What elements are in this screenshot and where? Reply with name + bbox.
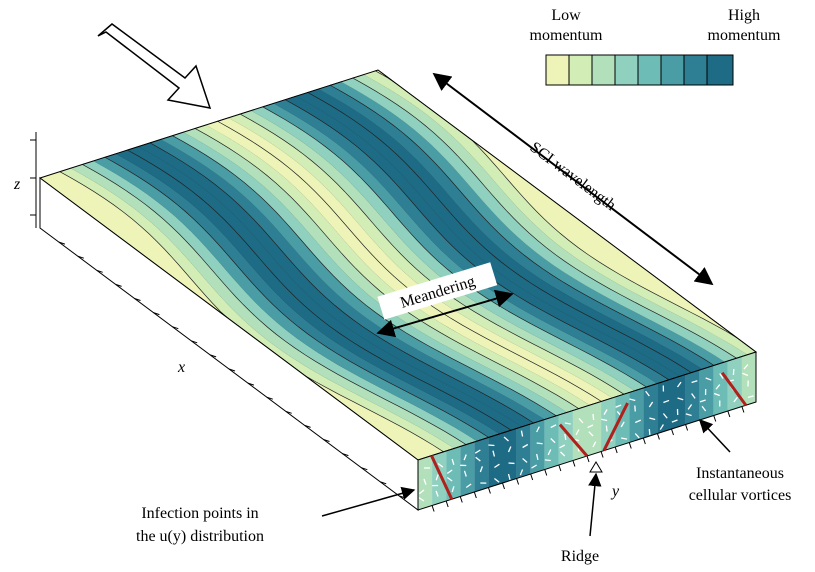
y-tick xyxy=(559,465,561,471)
vortex-arrow xyxy=(488,445,494,446)
diagram: z x y Low momentum High momentum SCI wav… xyxy=(0,0,815,572)
y-tick xyxy=(573,461,575,467)
z-axis xyxy=(30,132,36,228)
y-label: y xyxy=(610,483,620,500)
y-tick xyxy=(742,407,744,413)
vortices-label: Instantaneous xyxy=(696,465,784,482)
y-tick xyxy=(714,416,716,422)
surface xyxy=(40,70,756,510)
vortex-arrow xyxy=(565,434,566,440)
y-tick xyxy=(545,470,547,476)
y-tick xyxy=(460,497,462,503)
inflection-label: Infection points in xyxy=(141,505,258,522)
colorbar-low: momentum xyxy=(530,27,603,44)
y-tick xyxy=(643,438,645,444)
vortex-arrow xyxy=(537,443,543,444)
vortex-band xyxy=(531,420,545,475)
vortex-arrow xyxy=(593,414,594,420)
y-tick xyxy=(474,492,476,498)
y-tick xyxy=(432,506,434,512)
inflection-arrow xyxy=(322,490,414,516)
vortex-band xyxy=(714,361,728,416)
vortex-arrow xyxy=(606,426,607,432)
y-tick xyxy=(446,501,448,507)
vortices-label: cellular vortices xyxy=(689,487,792,504)
inflection-label: the u(y) distribution xyxy=(136,528,264,545)
y-tick xyxy=(601,452,603,458)
colorbar xyxy=(546,55,733,85)
vortex-band xyxy=(474,438,488,493)
ridge-label: Ridge xyxy=(561,548,599,565)
y-tick xyxy=(629,443,631,449)
vortex-band xyxy=(517,424,531,479)
colorbar-low: Low xyxy=(551,7,581,24)
y-tick xyxy=(672,429,674,435)
vortex-band xyxy=(545,415,559,470)
z-label: z xyxy=(13,176,21,193)
colorbar-high: momentum xyxy=(708,27,781,44)
ridge-marker xyxy=(590,462,602,472)
y-tick xyxy=(686,425,688,431)
y-tick xyxy=(587,456,589,462)
vortex-band xyxy=(587,402,601,457)
vortices-arrow xyxy=(700,420,730,452)
y-tick xyxy=(531,474,533,480)
y-tick xyxy=(488,488,490,494)
ridge-arrow xyxy=(590,474,596,536)
vortex-arrow xyxy=(545,460,551,461)
y-tick xyxy=(728,411,730,417)
x-label: x xyxy=(177,359,185,376)
vortex-band xyxy=(460,442,474,497)
inflow-arrow xyxy=(98,24,210,108)
y-tick xyxy=(615,447,617,453)
vortex-band xyxy=(657,379,671,434)
vortex-arrow xyxy=(649,429,650,435)
y-tick xyxy=(517,479,519,485)
vortex-band xyxy=(742,352,756,407)
y-tick xyxy=(503,483,505,489)
y-tick xyxy=(657,434,659,440)
vortex-band xyxy=(686,370,700,425)
vortex-band xyxy=(700,366,714,421)
colorbar-high: High xyxy=(728,7,760,24)
